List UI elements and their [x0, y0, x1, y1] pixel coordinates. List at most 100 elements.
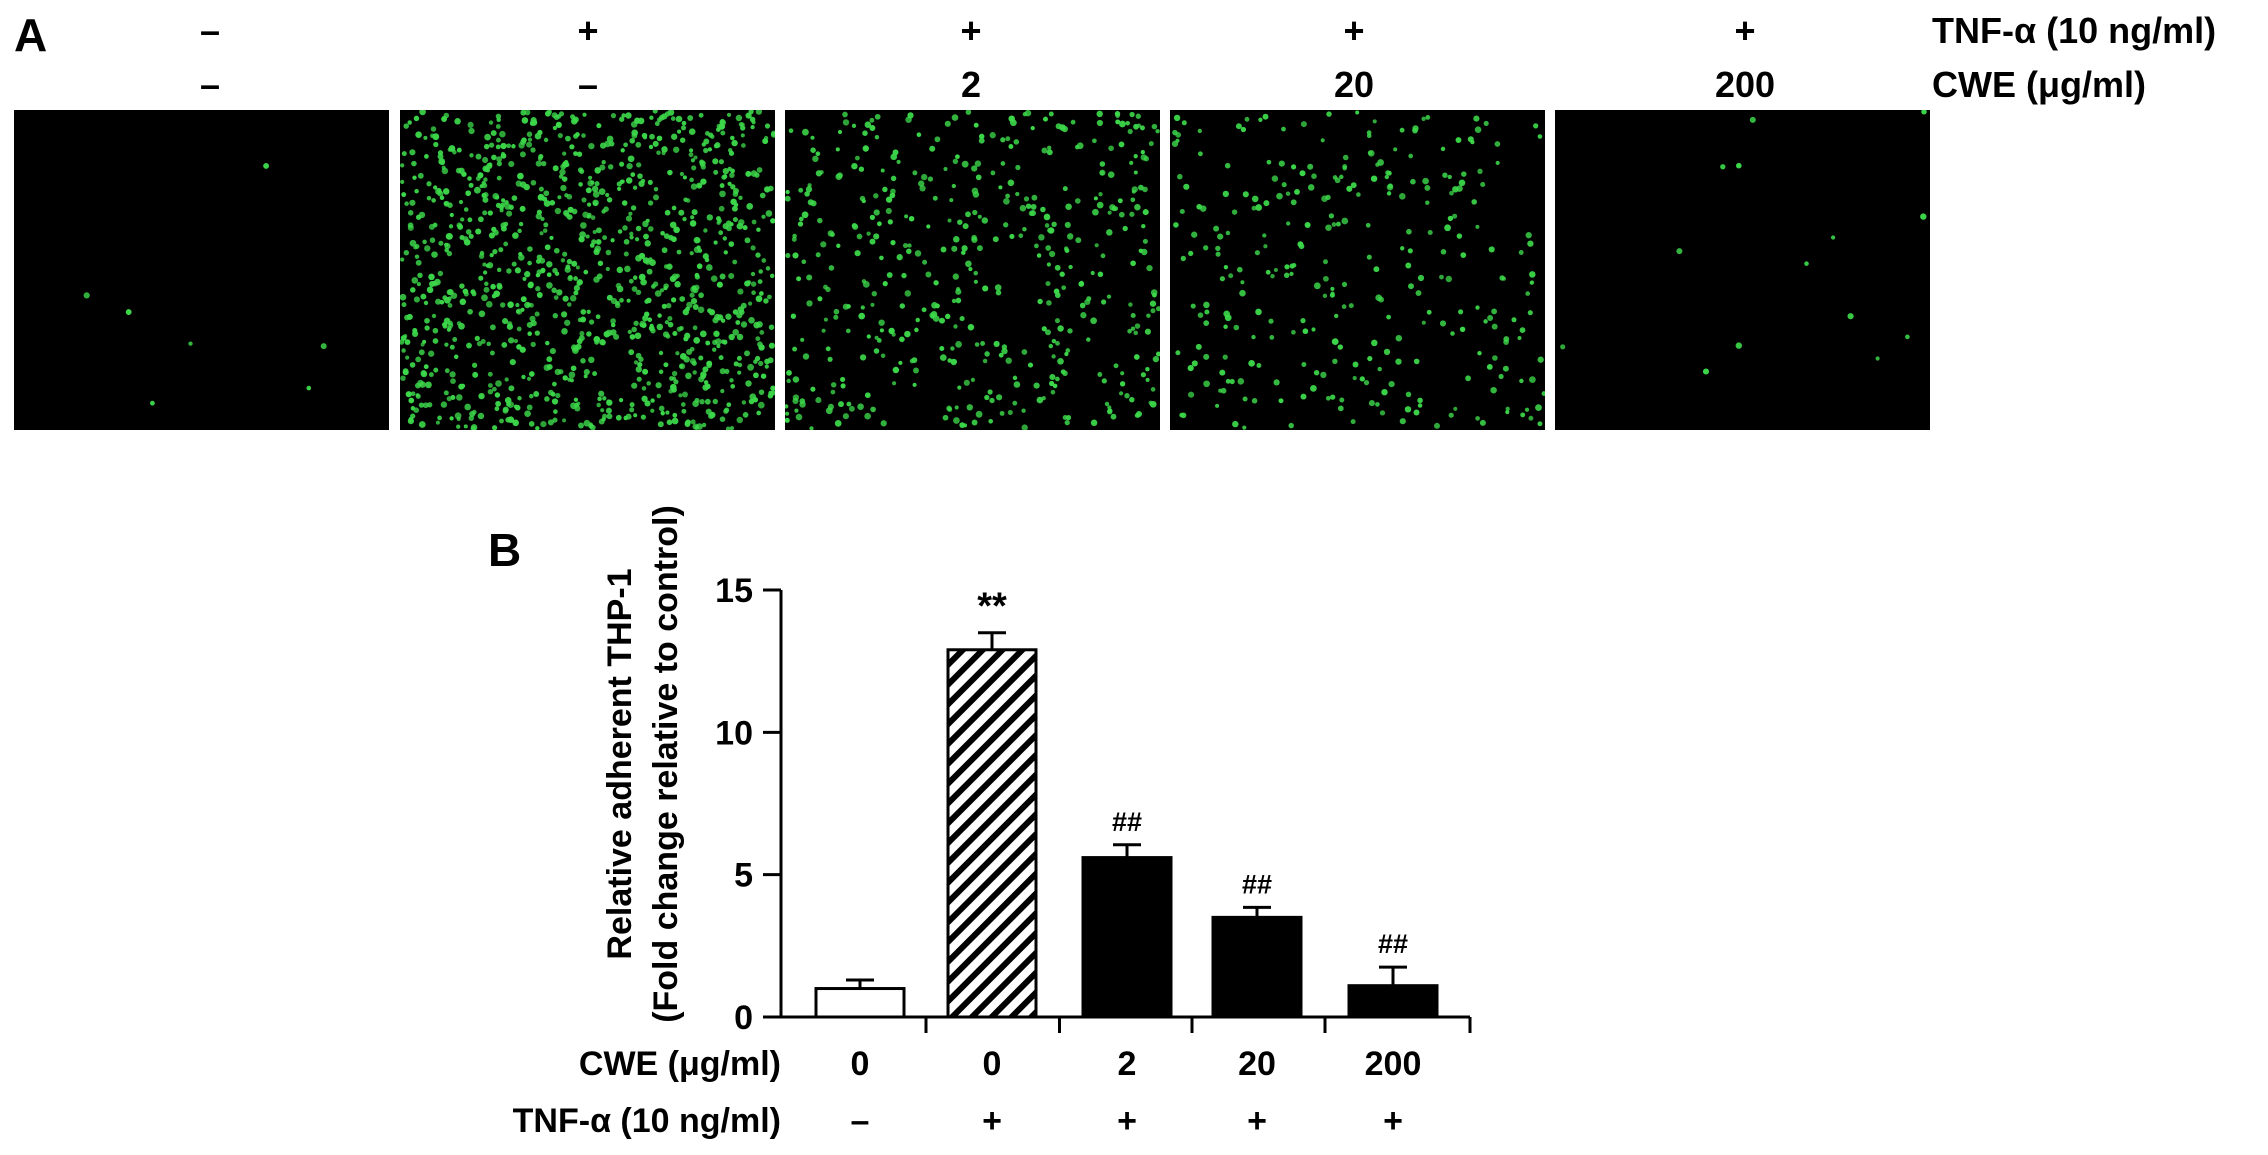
- fluorescent-cell: [1098, 192, 1103, 197]
- fluorescent-cell: [491, 154, 497, 161]
- fluorescent-cell: [854, 155, 860, 161]
- fluorescent-cell: [691, 360, 697, 366]
- fluorescent-cell: [628, 211, 633, 216]
- fluorescent-cell: [586, 202, 592, 207]
- fluorescent-cell: [663, 362, 669, 368]
- fluorescent-cell: [1065, 348, 1071, 353]
- fluorescent-cell: [1421, 116, 1426, 121]
- fluorescent-cell: [1452, 213, 1458, 219]
- fluorescent-cell: [1228, 273, 1234, 279]
- fluorescent-cell: [939, 354, 947, 361]
- fluorescent-cell: [712, 347, 717, 352]
- fluorescent-cell: [1408, 153, 1414, 159]
- fluorescent-cell: [535, 426, 540, 430]
- fluorescent-cell: [614, 302, 621, 309]
- fluorescent-cell: [490, 130, 497, 137]
- fluorescent-cell: [974, 160, 982, 167]
- fluorescent-cell: [727, 181, 732, 186]
- fluorescent-cell: [642, 135, 648, 140]
- fluorescent-cell: [1491, 323, 1498, 330]
- fluorescent-cell: [1107, 171, 1115, 179]
- fluorescent-cell: [649, 323, 654, 328]
- fluorescent-cell: [1066, 233, 1074, 240]
- fluorescent-cell: [729, 378, 734, 383]
- fluorescent-cell: [1225, 378, 1231, 384]
- fluorescent-cell: [1118, 141, 1125, 148]
- fluorescent-cell: [629, 231, 634, 236]
- fluorescent-cell: [981, 217, 989, 224]
- fluorescent-cell: [1107, 408, 1113, 414]
- fluorescent-cell: [719, 416, 726, 423]
- cwe-value-5: 200: [1714, 64, 1776, 105]
- fluorescent-cell: [546, 282, 553, 289]
- fluorescent-cell: [439, 299, 445, 305]
- fluorescent-cell: [601, 160, 606, 165]
- fluorescent-cell: [1529, 280, 1534, 285]
- fluorescent-cell: [1062, 415, 1068, 420]
- fluorescent-cell: [623, 142, 628, 148]
- fluorescent-cell: [1043, 213, 1051, 221]
- fluorescent-cell: [681, 120, 687, 126]
- fluorescent-cell: [653, 186, 659, 192]
- fluorescent-cell: [560, 258, 566, 263]
- fluorescent-cell: [690, 158, 695, 163]
- fluorescent-cell: [495, 144, 501, 150]
- fluorescent-cell: [449, 212, 454, 218]
- fluorescent-cell: [770, 385, 775, 391]
- fluorescent-cell: [1505, 410, 1510, 415]
- fluorescent-cell: [1322, 293, 1328, 298]
- fluorescent-cell: [1019, 204, 1027, 212]
- fluorescent-cell: [1115, 113, 1120, 119]
- fluorescent-cell: [1129, 396, 1135, 403]
- fluorescent-cell: [590, 215, 596, 220]
- fluorescent-cell: [573, 276, 578, 281]
- fluorescent-cell: [1064, 419, 1070, 426]
- fluorescent-cell: [1475, 416, 1480, 421]
- fluorescent-cell: [1332, 358, 1338, 364]
- fluorescent-cell: [699, 160, 706, 167]
- fluorescent-cell: [1010, 119, 1017, 127]
- fluorescent-cell: [496, 282, 503, 289]
- fluorescent-cell: [1256, 363, 1262, 368]
- fluorescent-cell: [869, 214, 876, 221]
- fluorescent-cell: [1215, 245, 1221, 252]
- significance-label: ##: [1112, 807, 1142, 837]
- fluorescent-cell: [1528, 415, 1534, 421]
- fluorescent-cell: [690, 183, 698, 190]
- significance-label: ##: [1378, 929, 1408, 959]
- fluorescent-cell: [1068, 264, 1073, 270]
- fluorescent-cell: [962, 223, 969, 230]
- fluorescent-cell: [851, 163, 858, 170]
- fluorescent-cell: [943, 166, 948, 172]
- fluorescent-cell: [1124, 393, 1130, 399]
- fluorescent-cell: [713, 330, 720, 338]
- fluorescent-cell: [506, 323, 514, 330]
- fluorescent-cell: [605, 249, 612, 256]
- fluorescent-cell: [1749, 116, 1756, 123]
- fluorescent-cell: [730, 184, 736, 190]
- fluorescent-cell: [469, 153, 474, 158]
- fluorescent-cell: [577, 167, 584, 173]
- fluorescent-cell: [944, 120, 951, 127]
- fluorescent-cell: [481, 294, 488, 302]
- fluorescent-cell: [708, 413, 714, 419]
- fluorescent-cell: [420, 370, 428, 378]
- fluorescent-cell: [456, 222, 463, 229]
- fluorescent-cell: [716, 281, 723, 288]
- fluorescent-cell: [698, 376, 705, 383]
- fluorescent-cell: [634, 332, 642, 340]
- fluorescent-cell: [660, 230, 665, 236]
- fluorescent-cell: [756, 410, 762, 416]
- panel-a-letter: A: [14, 9, 48, 61]
- fluorescent-cell: [1219, 369, 1226, 376]
- significance-label: **: [977, 586, 1007, 628]
- fluorescent-cell: [756, 167, 763, 173]
- fluorescent-cell: [507, 337, 515, 344]
- fluorescent-cell: [1830, 235, 1836, 240]
- fluorescent-cell: [1386, 183, 1394, 191]
- fluorescent-cell: [588, 142, 595, 150]
- fluorescent-cell: [874, 134, 880, 140]
- fluorescent-cell: [433, 185, 438, 190]
- fluorescent-cell: [837, 129, 843, 135]
- fluorescent-cell: [526, 376, 532, 381]
